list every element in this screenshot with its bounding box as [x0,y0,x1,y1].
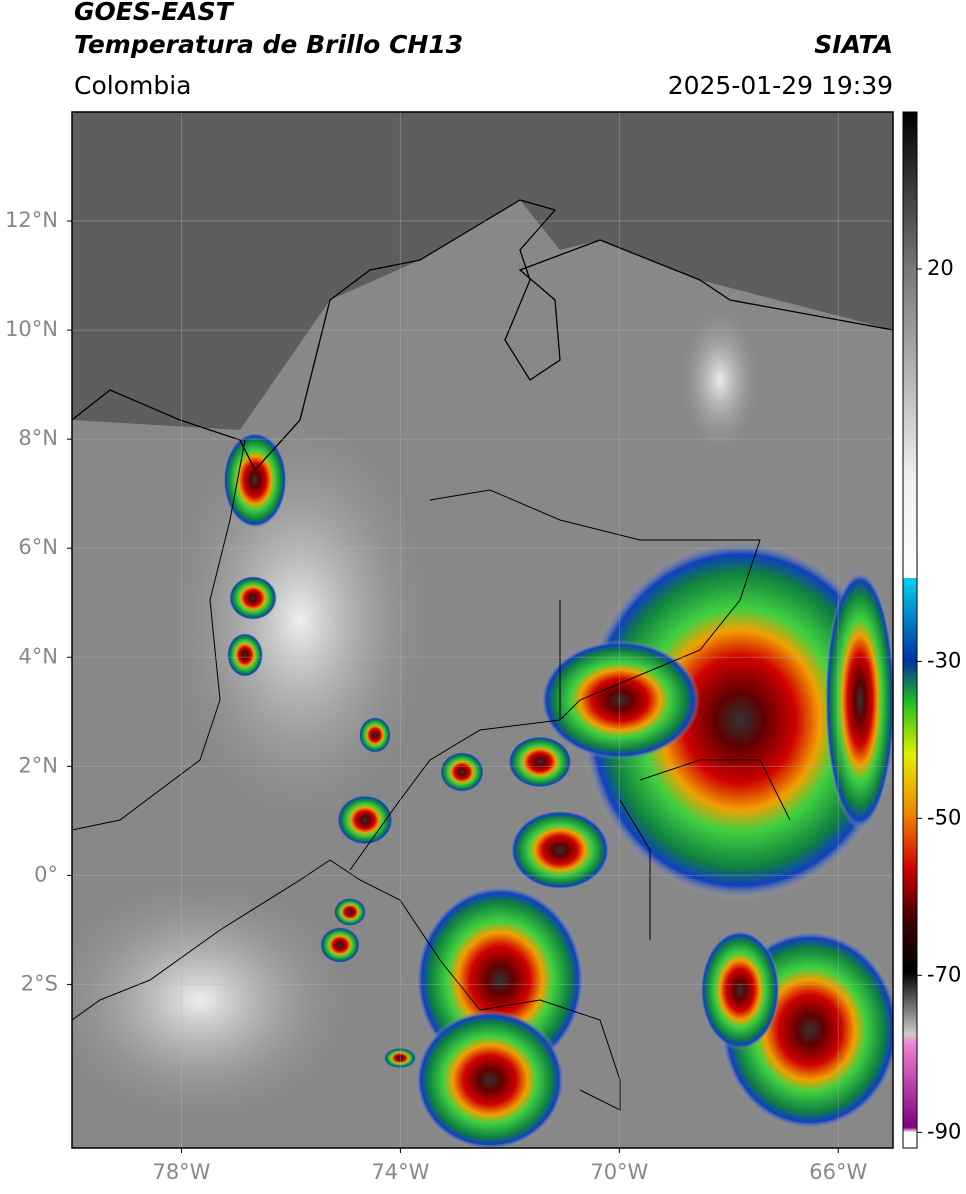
colorbar-tick-label: -90 [927,1119,961,1143]
x-tick-label: 74°W [371,1160,429,1184]
subtitle: Temperatura de Brillo CH13 [74,30,463,59]
storm [440,752,484,792]
colorbar [902,111,918,1149]
y-tick-label: 2°S [21,971,58,995]
y-tick-label: 10°N [5,317,58,341]
y-tick-label: 2°N [18,753,58,777]
cloud [680,310,760,450]
storm [700,930,780,1050]
storm [508,736,572,788]
y-tick-label: 0° [34,862,58,886]
region: Colombia [74,71,191,100]
storm [825,570,893,830]
storm [415,1010,565,1148]
storm [540,640,700,760]
source: SIATA [814,30,893,59]
x-tick-label: 66°W [809,1160,867,1184]
map-frame [71,111,894,1149]
x-tick-label: 78°W [152,1160,210,1184]
storm [510,810,610,890]
map-image [72,112,893,1148]
title: GOES-EAST [74,0,235,26]
y-tick-label: 4°N [18,644,58,668]
timestamp: 2025-01-29 19:39 [668,71,893,100]
cloud [72,880,350,1120]
grid [72,112,893,1148]
storm [229,576,277,620]
colorbar-tick-label: -30 [927,648,961,672]
borders [72,439,791,1111]
storm [227,633,263,677]
y-tick-label: 12°N [5,208,58,232]
x-tick-label: 70°W [590,1160,648,1184]
storm [337,795,393,845]
storm [320,927,360,963]
storm [223,432,287,528]
colorbar-tick-label: -50 [927,805,961,829]
colorbar-tick-label: 20 [927,256,954,280]
y-tick-label: 8°N [18,426,58,450]
cloud [170,420,430,820]
storm [334,898,366,926]
colorbar-tick-label: -70 [927,962,961,986]
storm [359,717,391,753]
coastline [72,199,893,472]
y-tick-label: 6°N [18,535,58,559]
storm [580,540,893,900]
storm [384,1048,416,1068]
